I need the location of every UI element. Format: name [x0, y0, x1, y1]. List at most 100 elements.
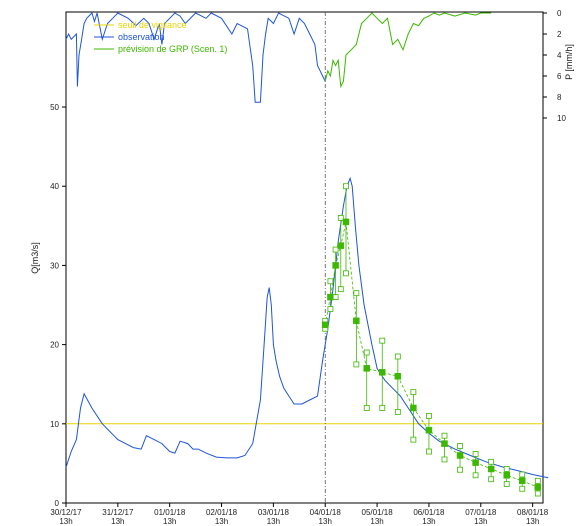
forecast-lower-marker: [410, 436, 417, 443]
y2-tick-label: 0: [557, 9, 562, 18]
forecast-lower-marker: [353, 361, 360, 368]
x-axis: 30/12/1713h31/12/1713h01/01/1813h02/01/1…: [50, 503, 549, 526]
forecast-point: [342, 218, 350, 226]
x-tick-hour: 13h: [422, 517, 435, 526]
x-tick-date: 02/01/18: [206, 508, 238, 517]
y-tick-label: 10: [50, 420, 59, 429]
forecast-point: [321, 321, 329, 329]
forecast-upper-marker: [503, 466, 510, 472]
forecast-layer: [321, 183, 542, 497]
forecast-lower-marker: [394, 409, 401, 415]
forecast-upper-marker: [472, 450, 479, 457]
x-tick-hour: 13h: [111, 517, 124, 526]
plot-frame-group: [65, 11, 544, 504]
forecast-point: [487, 465, 495, 473]
y-tick-label: 30: [50, 261, 59, 270]
observation-layer: [65, 176, 549, 479]
legend-observation-label: observation: [118, 32, 165, 42]
forecast-lower-marker: [343, 270, 349, 277]
x-tick-hour: 13h: [163, 517, 176, 526]
x-tick-date: 03/01/18: [258, 508, 290, 517]
y-tick-label: 40: [50, 182, 59, 191]
y2-axis-label: P [mm/h]: [564, 44, 574, 80]
x-tick-hour: 13h: [319, 517, 332, 526]
rain-layer: [65, 12, 492, 103]
forecast-point: [394, 373, 402, 380]
forecast-point: [441, 440, 448, 447]
x-tick-date: 04/01/18: [310, 508, 342, 517]
y-tick-label: 0: [55, 499, 60, 508]
forecast-point: [503, 472, 510, 479]
forecast-lower-marker: [519, 485, 526, 492]
forecast-lower-marker: [363, 405, 370, 411]
forecast-lower-marker: [332, 294, 339, 300]
forecast-point: [379, 369, 386, 376]
y2-tick-label: 10: [557, 114, 566, 123]
forecast-upper-marker: [426, 412, 432, 419]
forecast-lower-marker: [379, 405, 386, 411]
forecast-upper-marker: [441, 432, 448, 439]
forecast-point: [363, 365, 370, 372]
rain-forecast-line: [324, 12, 492, 89]
x-tick-date: 05/01/18: [362, 508, 394, 517]
x-tick-date: 07/01/18: [465, 508, 497, 517]
forecast-lower-marker: [441, 456, 448, 463]
forecast-point: [327, 293, 334, 301]
x-tick-hour: 13h: [526, 517, 539, 526]
forecast-lower-marker: [337, 286, 344, 293]
forecast-point: [353, 317, 360, 325]
x-tick-date: 08/01/18: [517, 508, 549, 517]
forecast-point: [519, 477, 526, 485]
legend: seuil de vigilance observation prévision…: [94, 20, 227, 54]
x-tick-date: 31/12/17: [102, 508, 134, 517]
x-tick-hour: 13h: [370, 517, 383, 526]
forecast-upper-marker: [363, 349, 370, 356]
y2-axis: 0 2 4 6 8 10: [543, 9, 566, 123]
y-tick-label: 50: [50, 103, 59, 112]
forecast-lower-marker: [457, 466, 463, 473]
plot-frame: [65, 11, 544, 504]
y-tick-label: 20: [50, 341, 59, 350]
forecast-upper-marker: [519, 471, 526, 478]
forecast-lower-marker: [534, 490, 541, 497]
x-tick-hour: 13h: [59, 517, 72, 526]
forecast-point: [410, 404, 417, 412]
forecast-point: [472, 459, 479, 466]
forecast-point: [456, 452, 464, 459]
y-axis: 0 10 20 30 40 50: [50, 103, 66, 508]
forecast-point: [534, 483, 542, 491]
x-tick-hour: 13h: [215, 517, 228, 526]
x-tick-hour: 13h: [267, 517, 280, 526]
forecast-upper-marker: [394, 353, 401, 360]
forecast-upper-marker: [337, 215, 344, 221]
y2-tick-label: 6: [557, 72, 562, 81]
forecast-point: [337, 242, 345, 249]
forecast-upper-marker: [379, 337, 386, 344]
forecast-point: [425, 426, 433, 434]
y-axis-label: Q[m3/s]: [30, 242, 40, 274]
forecast-upper-marker: [332, 246, 339, 253]
forecast-lower-marker: [472, 472, 479, 479]
x-tick-hour: 13h: [474, 517, 487, 526]
rain-observed-line: [65, 12, 326, 103]
forecast-point: [332, 262, 339, 269]
forecast-lower-marker: [426, 448, 432, 455]
forecast-upper-marker: [410, 389, 417, 396]
forecast-upper-marker: [343, 183, 349, 190]
x-tick-date: 01/01/18: [154, 508, 186, 517]
forecast-upper-marker: [534, 477, 541, 484]
forecast-lower-marker: [503, 481, 510, 487]
observation-line: [65, 176, 549, 479]
forecast-median-line: [324, 221, 538, 488]
legend-forecast-label: prévision de GRP (Scen. 1): [118, 44, 227, 54]
forecast-lower-marker: [327, 306, 334, 312]
forecast-upper-marker: [353, 290, 360, 297]
forecast-upper-marker: [457, 443, 463, 449]
y2-tick-label: 2: [557, 30, 562, 39]
y2-tick-label: 8: [557, 93, 562, 102]
y2-tick-label: 4: [557, 51, 562, 60]
forecast-upper-marker: [327, 278, 334, 285]
legend-threshold-label: seuil de vigilance: [118, 20, 187, 30]
x-tick-date: 06/01/18: [413, 508, 445, 517]
